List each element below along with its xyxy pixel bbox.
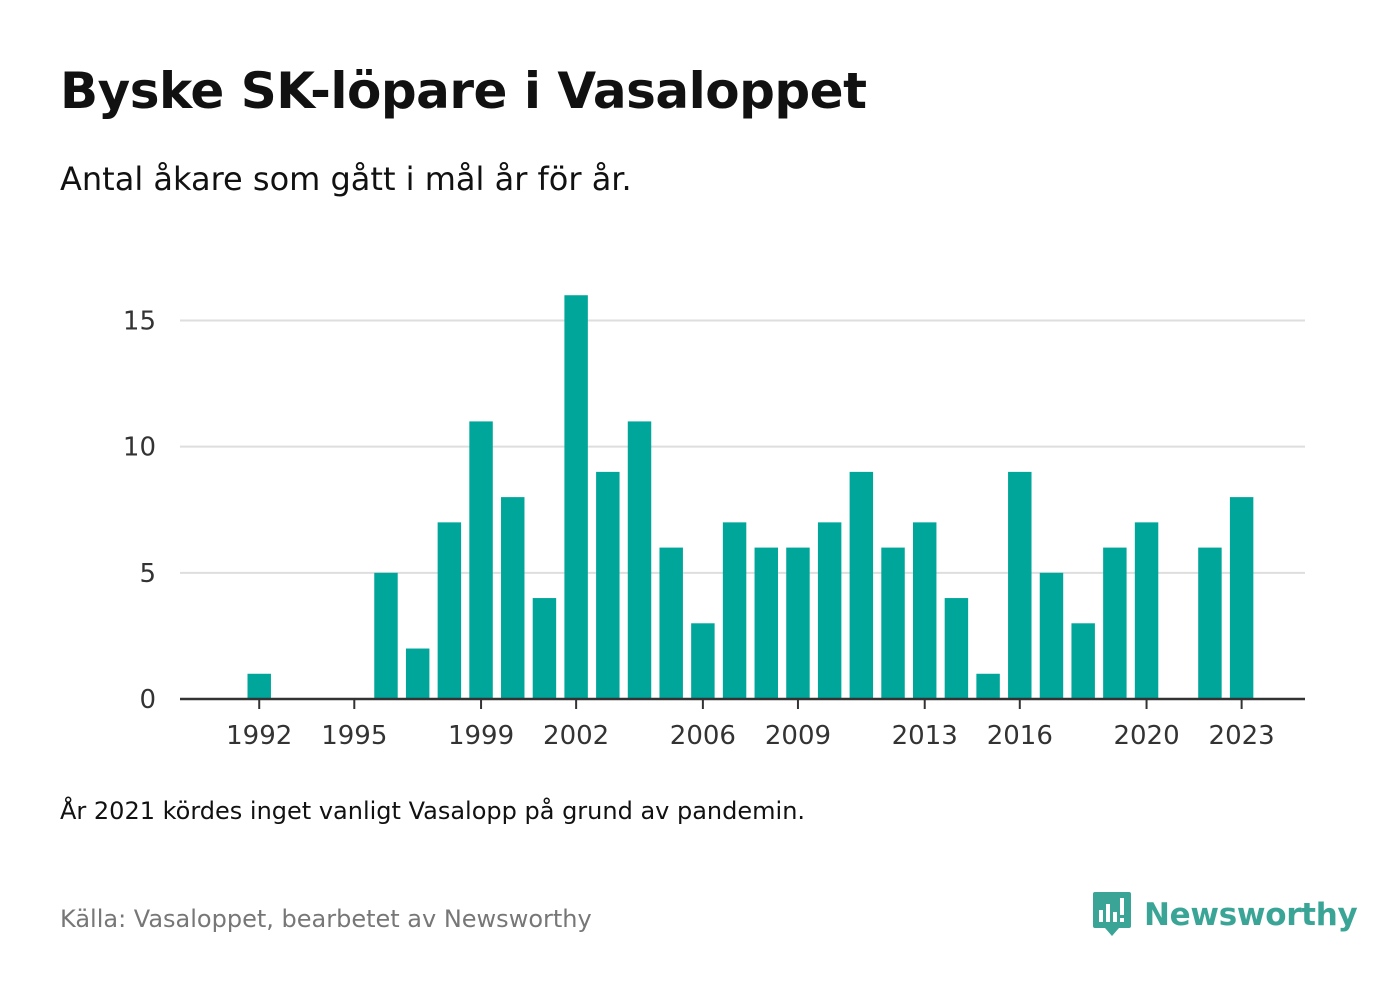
bar-2002 bbox=[564, 295, 588, 699]
bar-2004 bbox=[627, 421, 652, 699]
x-tick-label: 2020 bbox=[1113, 721, 1179, 751]
y-tick-label: 10 bbox=[123, 433, 156, 463]
bar-1998 bbox=[437, 522, 462, 699]
chart-title: Byske SK-löpare i Vasaloppet bbox=[60, 62, 867, 120]
bar-1992 bbox=[247, 673, 271, 699]
x-tick-label: 2002 bbox=[543, 721, 609, 751]
bar-2011 bbox=[849, 471, 874, 699]
bar-1997 bbox=[405, 648, 430, 699]
brand-logo[interactable]: Newsworthy bbox=[1092, 890, 1358, 940]
bar-2005 bbox=[659, 547, 683, 699]
axes: 0 5 10 15 1992 1995 1999 2002 2006 2009 2013 2016 20… bbox=[123, 306, 1305, 751]
y-tick-label: 15 bbox=[123, 306, 156, 336]
bar-2001 bbox=[532, 598, 557, 699]
y-tick-label: 5 bbox=[139, 559, 156, 589]
chart-subtitle: Antal åkare som gått i mål år för år. bbox=[60, 160, 632, 198]
bar-2022 bbox=[1198, 547, 1222, 699]
bar-2003 bbox=[596, 471, 620, 699]
bar-1999 bbox=[469, 421, 493, 699]
bar-2023 bbox=[1229, 497, 1254, 699]
bar-2009 bbox=[786, 547, 810, 699]
y-tick-label: 0 bbox=[139, 685, 156, 715]
bars bbox=[247, 295, 1254, 699]
x-tick-label: 2023 bbox=[1209, 721, 1275, 751]
bar-2019 bbox=[1103, 547, 1127, 699]
x-tick-label: 2009 bbox=[765, 721, 831, 751]
bar-2010 bbox=[817, 522, 842, 699]
bar-2006 bbox=[691, 623, 715, 699]
x-tick-label: 2016 bbox=[987, 721, 1053, 751]
bar-2008 bbox=[754, 547, 778, 699]
footnote: År 2021 kördes inget vanligt Vasalopp på… bbox=[60, 797, 806, 825]
newsworthy-logo-icon bbox=[1093, 892, 1131, 936]
x-tick-label: 1999 bbox=[448, 721, 514, 751]
bar-2016 bbox=[1008, 471, 1032, 699]
bar-2017 bbox=[1039, 572, 1064, 699]
bar-2014 bbox=[944, 598, 969, 699]
source-text: Källa: Vasaloppet, bearbetet av Newswort… bbox=[60, 905, 592, 933]
x-tick-label: 1995 bbox=[321, 721, 387, 751]
bar-2013 bbox=[912, 522, 937, 699]
bar-2018 bbox=[1071, 623, 1095, 699]
bar-2012 bbox=[881, 547, 905, 699]
x-tick-label: 2013 bbox=[892, 721, 958, 751]
bar-2020 bbox=[1134, 522, 1159, 699]
x-tick-label: 2006 bbox=[670, 721, 736, 751]
x-tick-label: 1992 bbox=[226, 721, 292, 751]
bar-2007 bbox=[722, 522, 747, 699]
bar-2000 bbox=[501, 497, 525, 699]
bar-2015 bbox=[976, 673, 1000, 699]
brand-name: Newsworthy bbox=[1144, 897, 1358, 933]
bar-1996 bbox=[374, 572, 398, 699]
